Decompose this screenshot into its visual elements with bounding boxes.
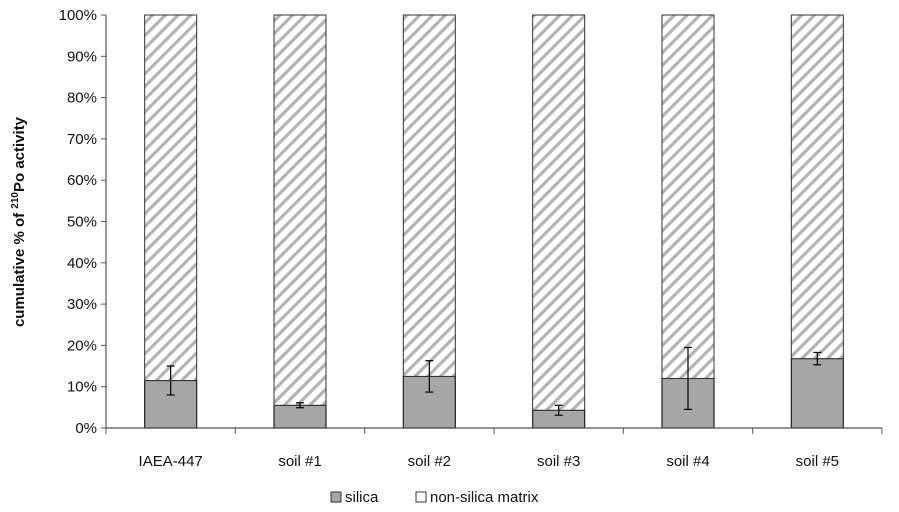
x-tick-label: soil #1 <box>278 453 321 470</box>
y-tick-label: 10% <box>67 379 97 396</box>
y-axis-ticks: 0% 10% 20% 30% 40% 50% 60% 70% 80% 90% 100% <box>59 7 106 437</box>
error-bar-5 <box>813 351 822 366</box>
bar-silica-1 <box>273 404 327 429</box>
x-tick-label: soil #5 <box>796 453 839 470</box>
y-axis-label-superscript: 210 <box>10 192 21 209</box>
error-bar-3 <box>554 404 563 416</box>
error-bar-0 <box>166 365 175 396</box>
error-bar-2 <box>425 360 434 393</box>
x-tick-label: soil #2 <box>408 453 451 470</box>
legend-label-silica: silica <box>345 489 379 506</box>
bar-non-silica-matrix-3 <box>532 14 586 411</box>
x-axis-labels: IAEA-447 soil #1 soil #2 soil #3 soil #4 soil… <box>105 428 883 470</box>
bar-non-silica-matrix-4 <box>661 14 715 379</box>
y-axis-label: cumulative % of 210Po activity <box>10 116 28 327</box>
y-tick-label: 90% <box>67 48 97 65</box>
x-tick-label: soil #3 <box>537 453 580 470</box>
y-tick-label: 50% <box>67 214 97 231</box>
legend: silica non-silica matrix <box>330 489 539 506</box>
error-bar-1 <box>296 402 304 409</box>
y-tick-label: 30% <box>67 296 97 313</box>
bar-non-silica-matrix-1 <box>273 14 327 406</box>
y-tick-label: 40% <box>67 255 97 272</box>
bar-non-silica-matrix-0 <box>144 14 198 382</box>
y-tick-label: 80% <box>67 90 97 107</box>
y-tick-label: 70% <box>67 131 97 148</box>
y-tick-label: 60% <box>67 172 97 189</box>
bar-non-silica-matrix-2 <box>402 14 456 377</box>
svg-text:cumulative % of 210Po activity: cumulative % of 210Po activity <box>10 116 28 327</box>
x-tick-label: IAEA-447 <box>139 453 203 470</box>
y-tick-label: 100% <box>59 7 97 24</box>
y-axis-label-suffix: Po activity <box>11 116 28 192</box>
x-tick-label: soil #4 <box>666 453 709 470</box>
bars <box>144 14 844 429</box>
legend-swatch-non-silica-matrix <box>415 491 427 503</box>
y-axis-label-prefix: cumulative % of <box>11 209 28 327</box>
bar-non-silica-matrix-5 <box>790 14 844 360</box>
legend-swatch-silica <box>330 491 342 503</box>
y-tick-label: 20% <box>67 337 97 354</box>
y-tick-label: 0% <box>75 420 97 437</box>
bar-silica-5 <box>790 358 844 429</box>
error-bar-4 <box>684 346 692 411</box>
axes <box>105 15 882 429</box>
legend-label-non-silica-matrix: non-silica matrix <box>430 489 539 506</box>
error-bars <box>166 346 822 416</box>
